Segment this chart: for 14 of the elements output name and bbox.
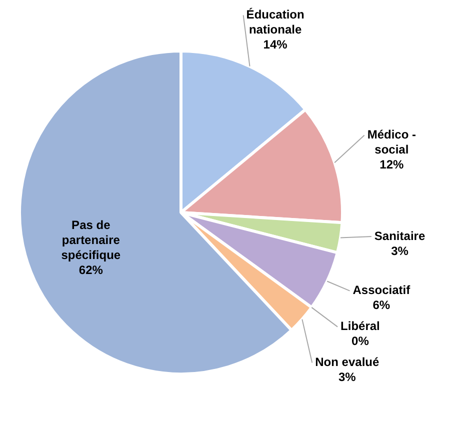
text: 0% (352, 334, 369, 348)
slice-label: Pas de partenaire spécifique (61, 218, 121, 262)
slice-label: Sanitaire (374, 228, 426, 243)
data-label: 3% (338, 370, 356, 384)
data-label: 12% (380, 158, 404, 172)
category-label: Libéral (340, 319, 380, 334)
slice-label: Médico - social (367, 128, 416, 157)
slice-label: Non evalué (315, 355, 380, 370)
data-label: 14% (263, 37, 288, 52)
data-label: 3% (391, 244, 409, 258)
slice-label: Associatif (352, 283, 412, 298)
data-label: 6% (372, 298, 390, 312)
data-label: 62% (78, 262, 104, 277)
slice-label: Éducation nationale (246, 7, 304, 36)
